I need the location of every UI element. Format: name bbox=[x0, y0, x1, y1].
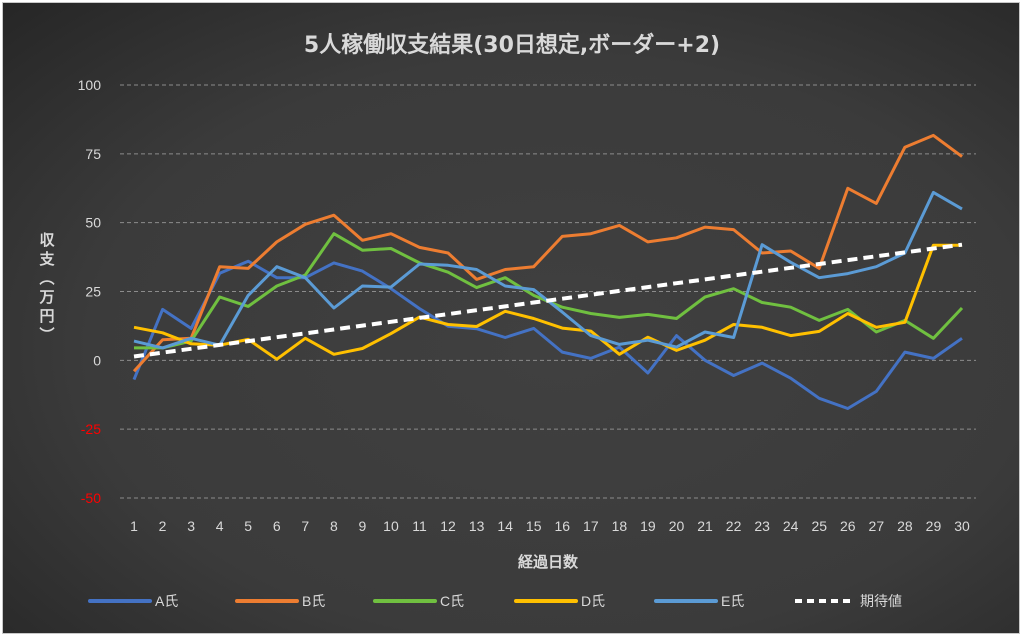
legend-label: E氏 bbox=[721, 593, 744, 609]
x-tick-label: 23 bbox=[754, 518, 770, 534]
legend-label: A氏 bbox=[155, 593, 178, 609]
x-tick-label: 14 bbox=[497, 518, 513, 534]
y-tick-label: 0 bbox=[93, 352, 101, 368]
x-tick-label: 7 bbox=[301, 518, 309, 534]
y-tick-label: -50 bbox=[81, 490, 101, 506]
x-tick-label: 12 bbox=[440, 518, 456, 534]
legend-item: C氏 bbox=[373, 593, 464, 609]
legend: A氏 B氏 C氏 D氏 E氏 期待値 bbox=[88, 593, 902, 609]
y-tick-label: 75 bbox=[85, 146, 101, 162]
legend-label: B氏 bbox=[302, 593, 325, 609]
x-axis-ticks: 1 2 3 4 5 6 7 8 9 10 11 12 13 14 15 16 17 18 19 20 21 22 23 24 2… bbox=[130, 518, 970, 534]
y-tick-label: 25 bbox=[85, 284, 101, 300]
x-tick-label: 2 bbox=[159, 518, 167, 534]
y-tick-label: 50 bbox=[85, 215, 101, 231]
plot-lines bbox=[132, 133, 964, 410]
x-tick-label: 3 bbox=[187, 518, 195, 534]
x-tick-label: 1 bbox=[130, 518, 138, 534]
y-axis-title: 収支︵万円︶ bbox=[38, 231, 55, 344]
x-tick-label: 22 bbox=[726, 518, 742, 534]
legend-item: 期待値 bbox=[795, 593, 902, 609]
legend-label: 期待値 bbox=[860, 593, 902, 609]
x-tick-label: 28 bbox=[897, 518, 913, 534]
x-tick-label: 16 bbox=[554, 518, 570, 534]
x-tick-label: 5 bbox=[244, 518, 252, 534]
legend-label: C氏 bbox=[440, 593, 464, 609]
x-tick-label: 30 bbox=[954, 518, 970, 534]
series-line-A氏 bbox=[132, 259, 963, 410]
x-tick-label: 8 bbox=[330, 518, 338, 534]
legend-item: E氏 bbox=[654, 593, 744, 609]
series-line-B氏 bbox=[132, 133, 963, 373]
x-tick-label: 25 bbox=[811, 518, 827, 534]
x-tick-label: 4 bbox=[216, 518, 224, 534]
legend-label: D氏 bbox=[581, 593, 605, 609]
x-tick-label: 18 bbox=[612, 518, 628, 534]
series-line-期待値 bbox=[133, 242, 963, 359]
x-tick-label: 20 bbox=[669, 518, 685, 534]
x-tick-label: 13 bbox=[469, 518, 485, 534]
x-tick-label: 21 bbox=[697, 518, 713, 534]
series-line-D氏 bbox=[133, 243, 962, 361]
y-tick-label: 100 bbox=[78, 77, 102, 93]
x-tick-label: 10 bbox=[383, 518, 399, 534]
gridlines bbox=[120, 84, 976, 499]
x-tick-label: 26 bbox=[840, 518, 856, 534]
x-tick-label: 24 bbox=[783, 518, 799, 534]
x-tick-label: 17 bbox=[583, 518, 599, 534]
x-tick-label: 9 bbox=[359, 518, 367, 534]
y-tick-label: -25 bbox=[81, 421, 101, 437]
x-tick-label: 19 bbox=[640, 518, 656, 534]
legend-item: B氏 bbox=[235, 593, 325, 609]
chart-title: 5人稼働収支結果(30日想定,ボーダー+2) bbox=[304, 32, 720, 58]
x-tick-label: 29 bbox=[926, 518, 942, 534]
x-axis-title: 経過日数 bbox=[518, 553, 579, 571]
x-tick-label: 11 bbox=[412, 518, 427, 534]
x-tick-label: 27 bbox=[869, 518, 885, 534]
legend-item: D氏 bbox=[514, 593, 605, 609]
x-tick-label: 15 bbox=[526, 518, 542, 534]
x-tick-label: 6 bbox=[273, 518, 281, 534]
y-axis-ticks: 100 75 50 25 0 -25 -50 bbox=[78, 77, 102, 506]
legend-item: A氏 bbox=[88, 593, 178, 609]
